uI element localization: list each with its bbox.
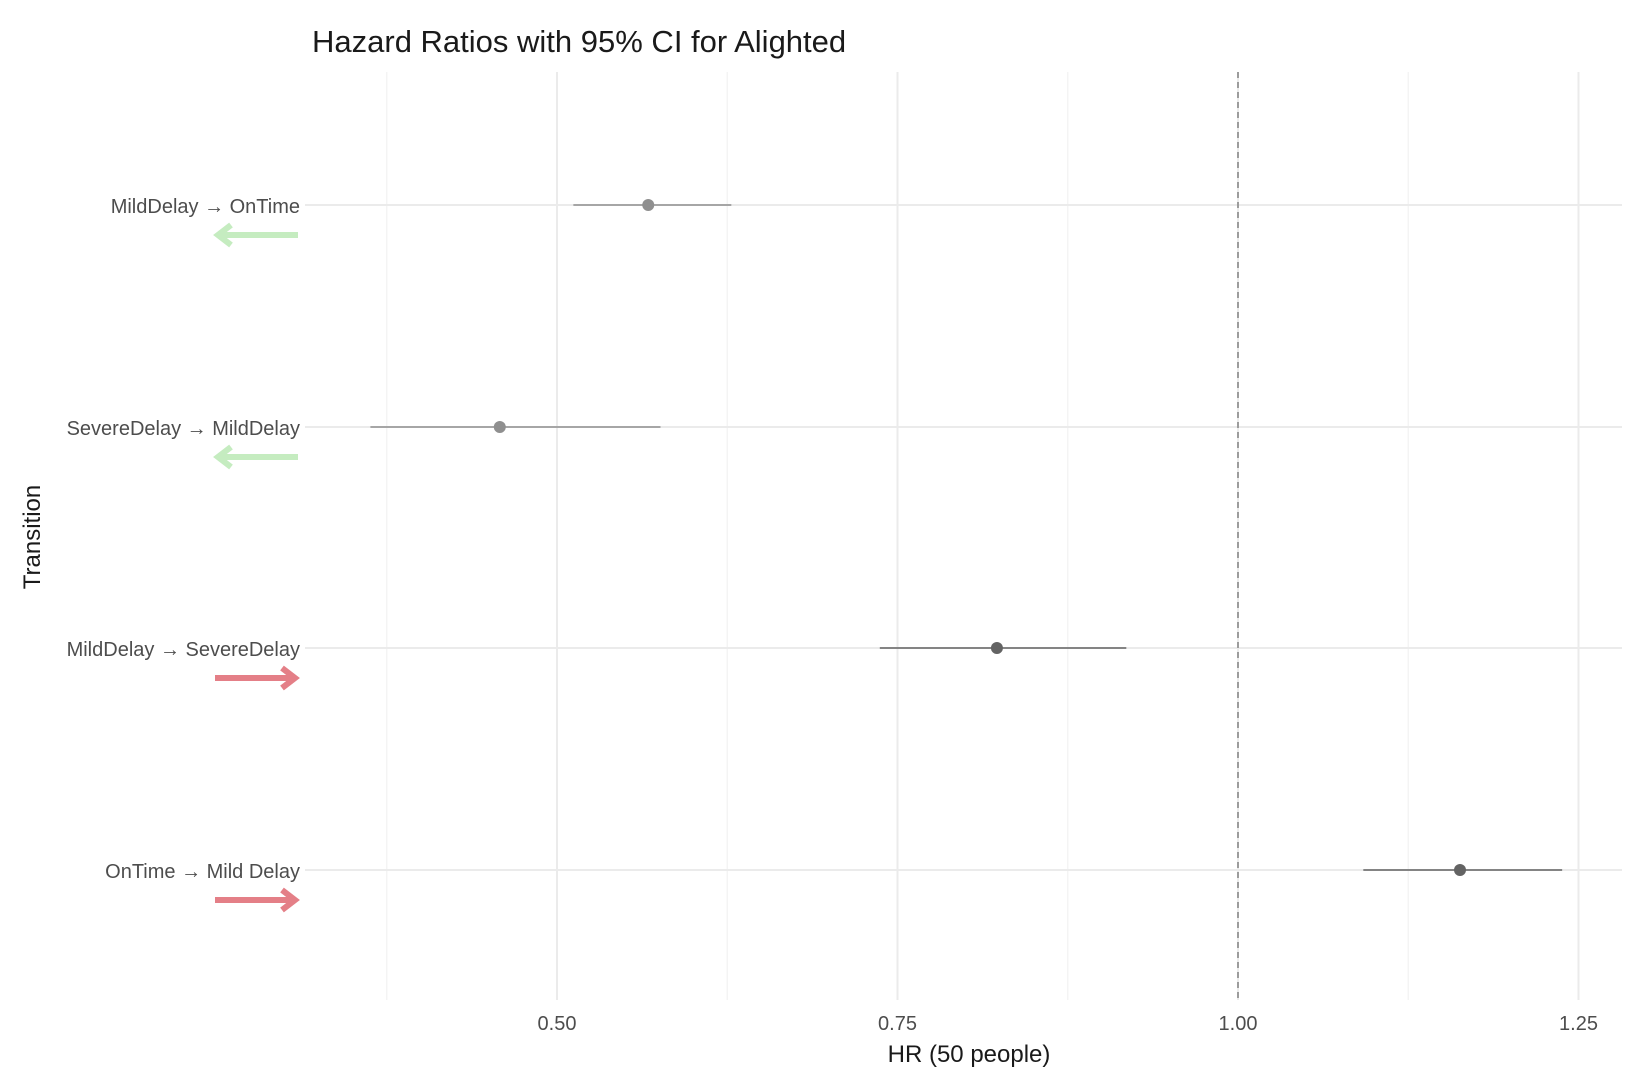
- transition-row: OnTime → Mild Delay: [105, 861, 1563, 913]
- arrow-right-icon: [215, 665, 300, 691]
- hazard-ratio-point: [493, 421, 506, 433]
- x-tick-label: 0.75: [878, 1013, 917, 1035]
- arrow-left-icon: [213, 444, 298, 470]
- chart-title: Hazard Ratios with 95% CI for Alighted: [312, 24, 846, 59]
- x-axis-title: HR (50 people): [888, 1041, 1051, 1068]
- hazard-ratio-point: [990, 642, 1003, 654]
- transition-row: MildDelay → OnTime: [111, 196, 732, 248]
- x-tick-label: 1.00: [1219, 1013, 1258, 1035]
- arrow-right-icon: [215, 887, 300, 913]
- rows: MildDelay → OnTime SevereDelay → MildDela…: [67, 196, 1563, 913]
- hazard-ratio-point: [1454, 864, 1467, 876]
- x-tick-label: 1.25: [1559, 1013, 1598, 1035]
- hazard-ratio-point: [642, 199, 655, 211]
- arrow-left-icon: [213, 222, 298, 248]
- transition-label: OnTime → Mild Delay: [105, 861, 300, 883]
- transition-label: MildDelay → SevereDelay: [67, 639, 300, 661]
- x-tick-label: 0.50: [538, 1013, 577, 1035]
- y-axis-title: Transition: [19, 485, 46, 589]
- transition-label: SevereDelay → MildDelay: [67, 418, 300, 440]
- x-axis-ticks: 0.50 0.75 1.00 1.25: [538, 1013, 1598, 1035]
- transition-row: MildDelay → SevereDelay: [67, 639, 1127, 691]
- transition-label: MildDelay → OnTime: [111, 196, 300, 218]
- transition-row: SevereDelay → MildDelay: [67, 418, 661, 470]
- grid: [305, 72, 1622, 1000]
